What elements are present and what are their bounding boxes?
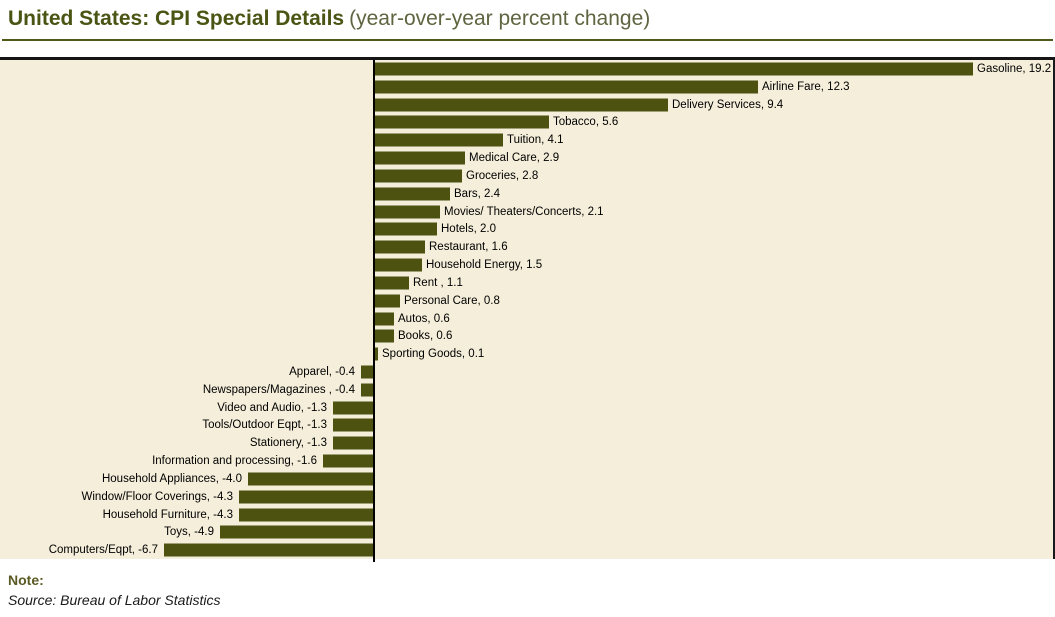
bar xyxy=(375,133,503,147)
bar-row: Household Appliances, -4.0 xyxy=(0,470,1053,488)
bar-row: Sporting Goods, 0.1 xyxy=(0,345,1053,363)
bar xyxy=(333,401,373,415)
zero-axis-line xyxy=(373,60,375,562)
bar xyxy=(239,490,373,504)
bar-label: Household Appliances, -4.0 xyxy=(101,472,242,485)
bar xyxy=(375,240,425,254)
bar-row: Rent , 1.1 xyxy=(0,274,1053,292)
bar-label: Gasoline, 19.2 xyxy=(977,62,1052,75)
note-label: Note: xyxy=(8,572,44,588)
bar-row: Autos, 0.6 xyxy=(0,310,1053,328)
bar xyxy=(375,80,758,94)
bar xyxy=(375,205,440,219)
bar-row: Airline Fare, 12.3 xyxy=(0,78,1053,96)
bar-row: Tools/Outdoor Eqpt, -1.3 xyxy=(0,417,1053,435)
bar xyxy=(375,151,465,165)
bar-row: Stationery, -1.3 xyxy=(0,434,1053,452)
bar-label: Sporting Goods, 0.1 xyxy=(382,348,485,361)
bar-label: Toys, -4.9 xyxy=(164,526,214,539)
bar-label: Books, 0.6 xyxy=(398,330,453,343)
source-text: Source: Bureau of Labor Statistics xyxy=(8,592,221,608)
bar xyxy=(361,383,373,397)
bar xyxy=(361,365,373,379)
page-title-subtitle: (year-over-year percent change) xyxy=(349,7,651,30)
bar xyxy=(323,454,373,468)
bar xyxy=(375,276,409,290)
bar-label: Apparel, -0.4 xyxy=(289,365,355,378)
bar-label: Delivery Services, 9.4 xyxy=(672,98,784,111)
bar-row: Video and Audio, -1.3 xyxy=(0,399,1053,417)
bar xyxy=(333,418,373,432)
bar-row: Toys, -4.9 xyxy=(0,524,1053,542)
bar-label: Autos, 0.6 xyxy=(398,312,450,325)
bar-row: Restaurant, 1.6 xyxy=(0,238,1053,256)
page-title: United States: CPI Special Details (year-… xyxy=(8,6,650,32)
bar xyxy=(239,508,373,522)
bar-row: Medical Care, 2.9 xyxy=(0,149,1053,167)
title-underline xyxy=(2,39,1053,41)
bar-label: Airline Fare, 12.3 xyxy=(762,80,850,93)
bar-row: Apparel, -0.4 xyxy=(0,363,1053,381)
bar xyxy=(375,258,422,272)
bar-series: Gasoline, 19.2 Airline Fare, 12.3 Delivery… xyxy=(0,60,1053,559)
bar-label: Stationery, -1.3 xyxy=(249,437,327,450)
bar-row: Household Energy, 1.5 xyxy=(0,256,1053,274)
bar-label: Household Furniture, -4.3 xyxy=(102,508,233,521)
bar xyxy=(248,472,373,486)
bar-label: Bars, 2.4 xyxy=(454,187,501,200)
bar xyxy=(375,329,394,343)
bar-row: Hotels, 2.0 xyxy=(0,220,1053,238)
bar-row: Personal Care, 0.8 xyxy=(0,292,1053,310)
bar-row: Tobacco, 5.6 xyxy=(0,113,1053,131)
bar xyxy=(375,169,462,183)
bar-row: Movies/ Theaters/Concerts, 2.1 xyxy=(0,203,1053,221)
bar-row: Bars, 2.4 xyxy=(0,185,1053,203)
chart-area: Gasoline, 19.2 Airline Fare, 12.3 Delivery… xyxy=(0,57,1055,562)
bar xyxy=(375,312,394,325)
bar-label: Personal Care, 0.8 xyxy=(404,294,500,307)
bar xyxy=(333,436,373,450)
bar xyxy=(375,222,437,236)
bar-row: Gasoline, 19.2 xyxy=(0,60,1053,78)
page-title-main: United States: CPI Special Details xyxy=(8,7,345,30)
bar-row: Window/Floor Coverings, -4.3 xyxy=(0,488,1053,506)
bar xyxy=(375,62,973,76)
bar-label: Groceries, 2.8 xyxy=(466,169,539,182)
bar-label: Computers/Eqpt, -6.7 xyxy=(48,544,158,557)
bar-label: Rent , 1.1 xyxy=(413,276,463,289)
bar-label: Medical Care, 2.9 xyxy=(469,152,560,165)
bar-label: Household Energy, 1.5 xyxy=(426,259,543,272)
bar-row: Delivery Services, 9.4 xyxy=(0,96,1053,114)
bar-row: Information and processing, -1.6 xyxy=(0,452,1053,470)
bar-label: Hotels, 2.0 xyxy=(441,223,496,236)
bar-label: Window/Floor Coverings, -4.3 xyxy=(81,490,233,503)
bar xyxy=(220,525,373,539)
bar-row: Tuition, 4.1 xyxy=(0,131,1053,149)
bar-label: Tuition, 4.1 xyxy=(507,134,564,147)
bar-row: Newspapers/Magazines , -0.4 xyxy=(0,381,1053,399)
bar-row: Groceries, 2.8 xyxy=(0,167,1053,185)
bar xyxy=(375,187,450,201)
bar xyxy=(375,294,400,308)
bar-label: Newspapers/Magazines , -0.4 xyxy=(202,383,355,396)
bar-row: Computers/Eqpt, -6.7 xyxy=(0,541,1053,559)
bar xyxy=(375,347,378,361)
bar-label: Movies/ Theaters/Concerts, 2.1 xyxy=(444,205,604,218)
bar-label: Tobacco, 5.6 xyxy=(553,116,619,129)
bar xyxy=(164,543,373,557)
bar xyxy=(375,115,549,129)
bar-label: Restaurant, 1.6 xyxy=(429,241,508,254)
bar-label: Video and Audio, -1.3 xyxy=(217,401,327,414)
bar-label: Tools/Outdoor Eqpt, -1.3 xyxy=(202,419,327,432)
bar-row: Books, 0.6 xyxy=(0,327,1053,345)
bar-row: Household Furniture, -4.3 xyxy=(0,506,1053,524)
bar xyxy=(375,98,668,112)
bar-label: Information and processing, -1.6 xyxy=(152,455,317,468)
